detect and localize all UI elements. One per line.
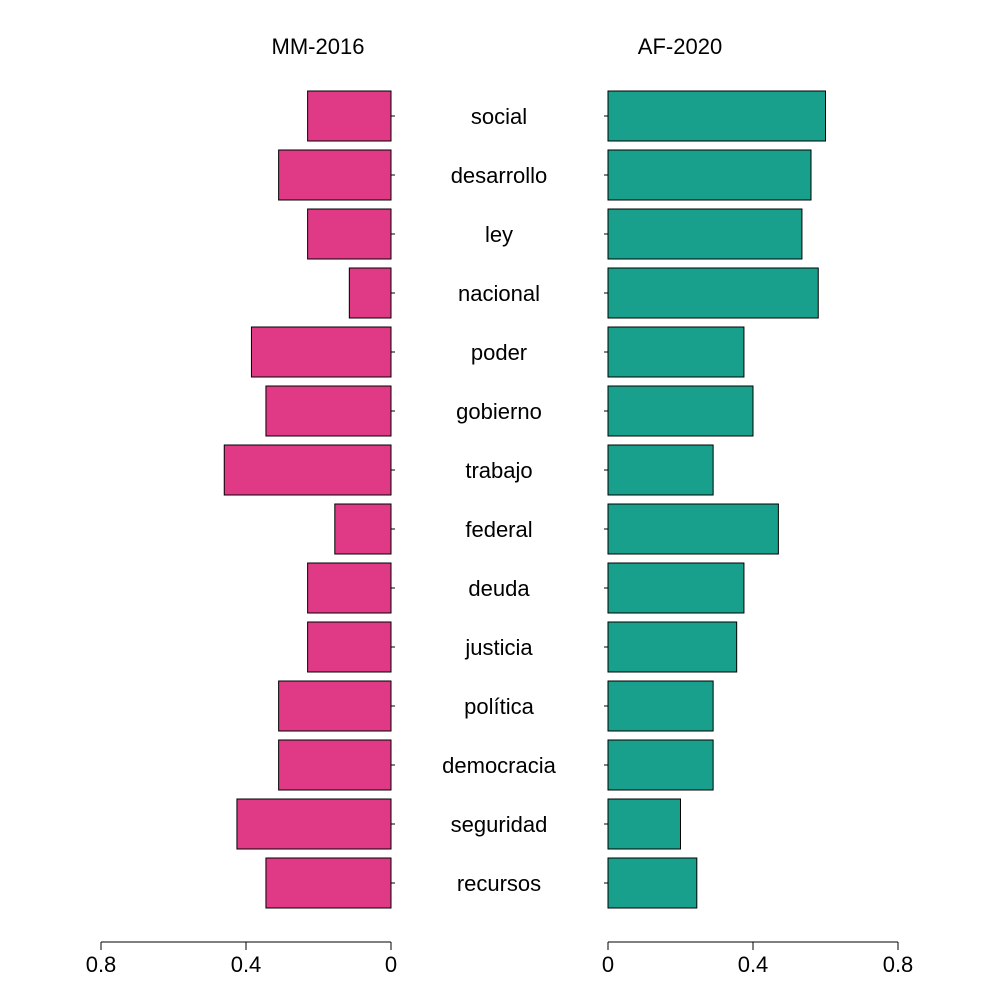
x-tick-label-right: 0.8 xyxy=(883,952,914,977)
x-tick-label-right: 0.4 xyxy=(738,952,769,977)
bar-left-5 xyxy=(265,385,392,437)
bar-right-5 xyxy=(607,385,754,437)
category-label: social xyxy=(471,104,527,129)
category-label: ley xyxy=(485,222,513,247)
bar-right-4 xyxy=(607,326,745,378)
bar-left-9 xyxy=(307,621,392,673)
category-label: deuda xyxy=(468,576,530,601)
bar-left-11 xyxy=(278,739,392,791)
bar-right-8 xyxy=(607,562,745,614)
bar-left-7 xyxy=(334,503,392,555)
bar-left-4 xyxy=(250,326,392,378)
left-panel-title: MM-2016 xyxy=(272,34,365,59)
bar-right-11 xyxy=(607,739,714,791)
left-bar-group xyxy=(223,90,395,909)
category-label: desarrollo xyxy=(451,163,548,188)
bar-right-13 xyxy=(607,857,698,909)
right-bar-group xyxy=(604,90,826,909)
bar-left-6 xyxy=(223,444,392,496)
x-tick-label-left: 0.8 xyxy=(86,952,117,977)
bar-left-2 xyxy=(307,208,392,260)
bar-right-7 xyxy=(607,503,779,555)
category-label: democracia xyxy=(442,753,556,778)
bar-right-9 xyxy=(607,621,738,673)
category-label: justicia xyxy=(464,635,533,660)
bar-left-8 xyxy=(307,562,392,614)
category-label: trabajo xyxy=(465,458,532,483)
category-label: seguridad xyxy=(451,812,548,837)
bar-left-12 xyxy=(236,798,392,850)
bar-left-3 xyxy=(348,267,392,319)
bar-left-13 xyxy=(265,857,392,909)
bar-right-0 xyxy=(607,90,826,142)
bar-right-1 xyxy=(607,149,812,201)
bar-right-6 xyxy=(607,444,714,496)
category-label: federal xyxy=(465,517,532,542)
right-panel-title: AF-2020 xyxy=(638,34,722,59)
bar-right-12 xyxy=(607,798,681,850)
bar-right-2 xyxy=(607,208,803,260)
category-label: poder xyxy=(471,340,527,365)
bar-left-10 xyxy=(278,680,392,732)
x-tick-label-right: 0 xyxy=(602,952,614,977)
category-label: recursos xyxy=(457,871,541,896)
category-label: nacional xyxy=(458,281,540,306)
x-tick-label-left: 0 xyxy=(385,952,397,977)
x-tick-label-left: 0.4 xyxy=(231,952,262,977)
category-label: política xyxy=(464,694,534,719)
bar-right-3 xyxy=(607,267,819,319)
axis-group: 0.8 0.4 0 0 0.4 0.8 xyxy=(86,941,914,977)
bar-left-1 xyxy=(278,149,392,201)
bar-left-0 xyxy=(307,90,392,142)
category-label-group: social desarrollo ley nacional poder gobierno… xyxy=(442,104,556,896)
category-label: gobierno xyxy=(456,399,542,424)
bar-right-10 xyxy=(607,680,714,732)
